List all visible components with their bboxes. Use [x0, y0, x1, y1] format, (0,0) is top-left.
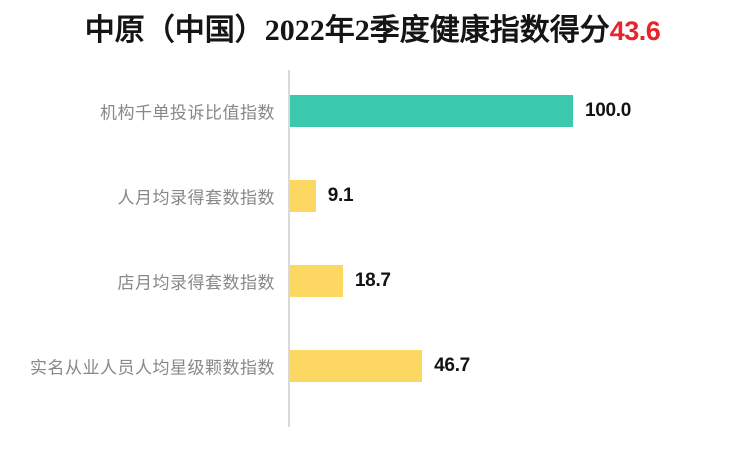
value-label-3: 46.7 [434, 354, 470, 376]
plot-area: 机构千单投诉比值指数 100.0 人月均录得套数指数 9.1 店月均录得套数指数… [0, 68, 745, 430]
category-label: 实名从业人员人均星级颗数指数 [30, 358, 275, 377]
chart-title-text: 中原（中国）2022年2季度健康指数得分 [84, 14, 610, 47]
bar-0[interactable] [290, 94, 573, 127]
y-axis-line [288, 70, 290, 427]
bar-row: 实名从业人员人均星级颗数指数 46.7 [0, 323, 745, 408]
value-label-1: 9.1 [327, 184, 354, 206]
bar-row: 店月均录得套数指数 18.7 [0, 238, 745, 323]
bar-3[interactable] [290, 349, 423, 382]
bar-row: 人月均录得套数指数 9.1 [0, 153, 745, 238]
category-label: 店月均录得套数指数 [117, 273, 275, 292]
category-label: 人月均录得套数指数 [117, 188, 275, 207]
category-label: 机构千单投诉比值指数 [100, 103, 275, 122]
chart-title-score: 43.6 [609, 16, 661, 46]
value-label-0: 100.0 [585, 99, 632, 121]
bar-1[interactable] [290, 179, 316, 212]
bar-2[interactable] [290, 264, 343, 297]
chart-title: 中原（中国）2022年2季度健康指数得分43.6 [0, 12, 745, 50]
bar-row: 机构千单投诉比值指数 100.0 [0, 68, 745, 153]
value-label-2: 18.7 [354, 269, 391, 291]
